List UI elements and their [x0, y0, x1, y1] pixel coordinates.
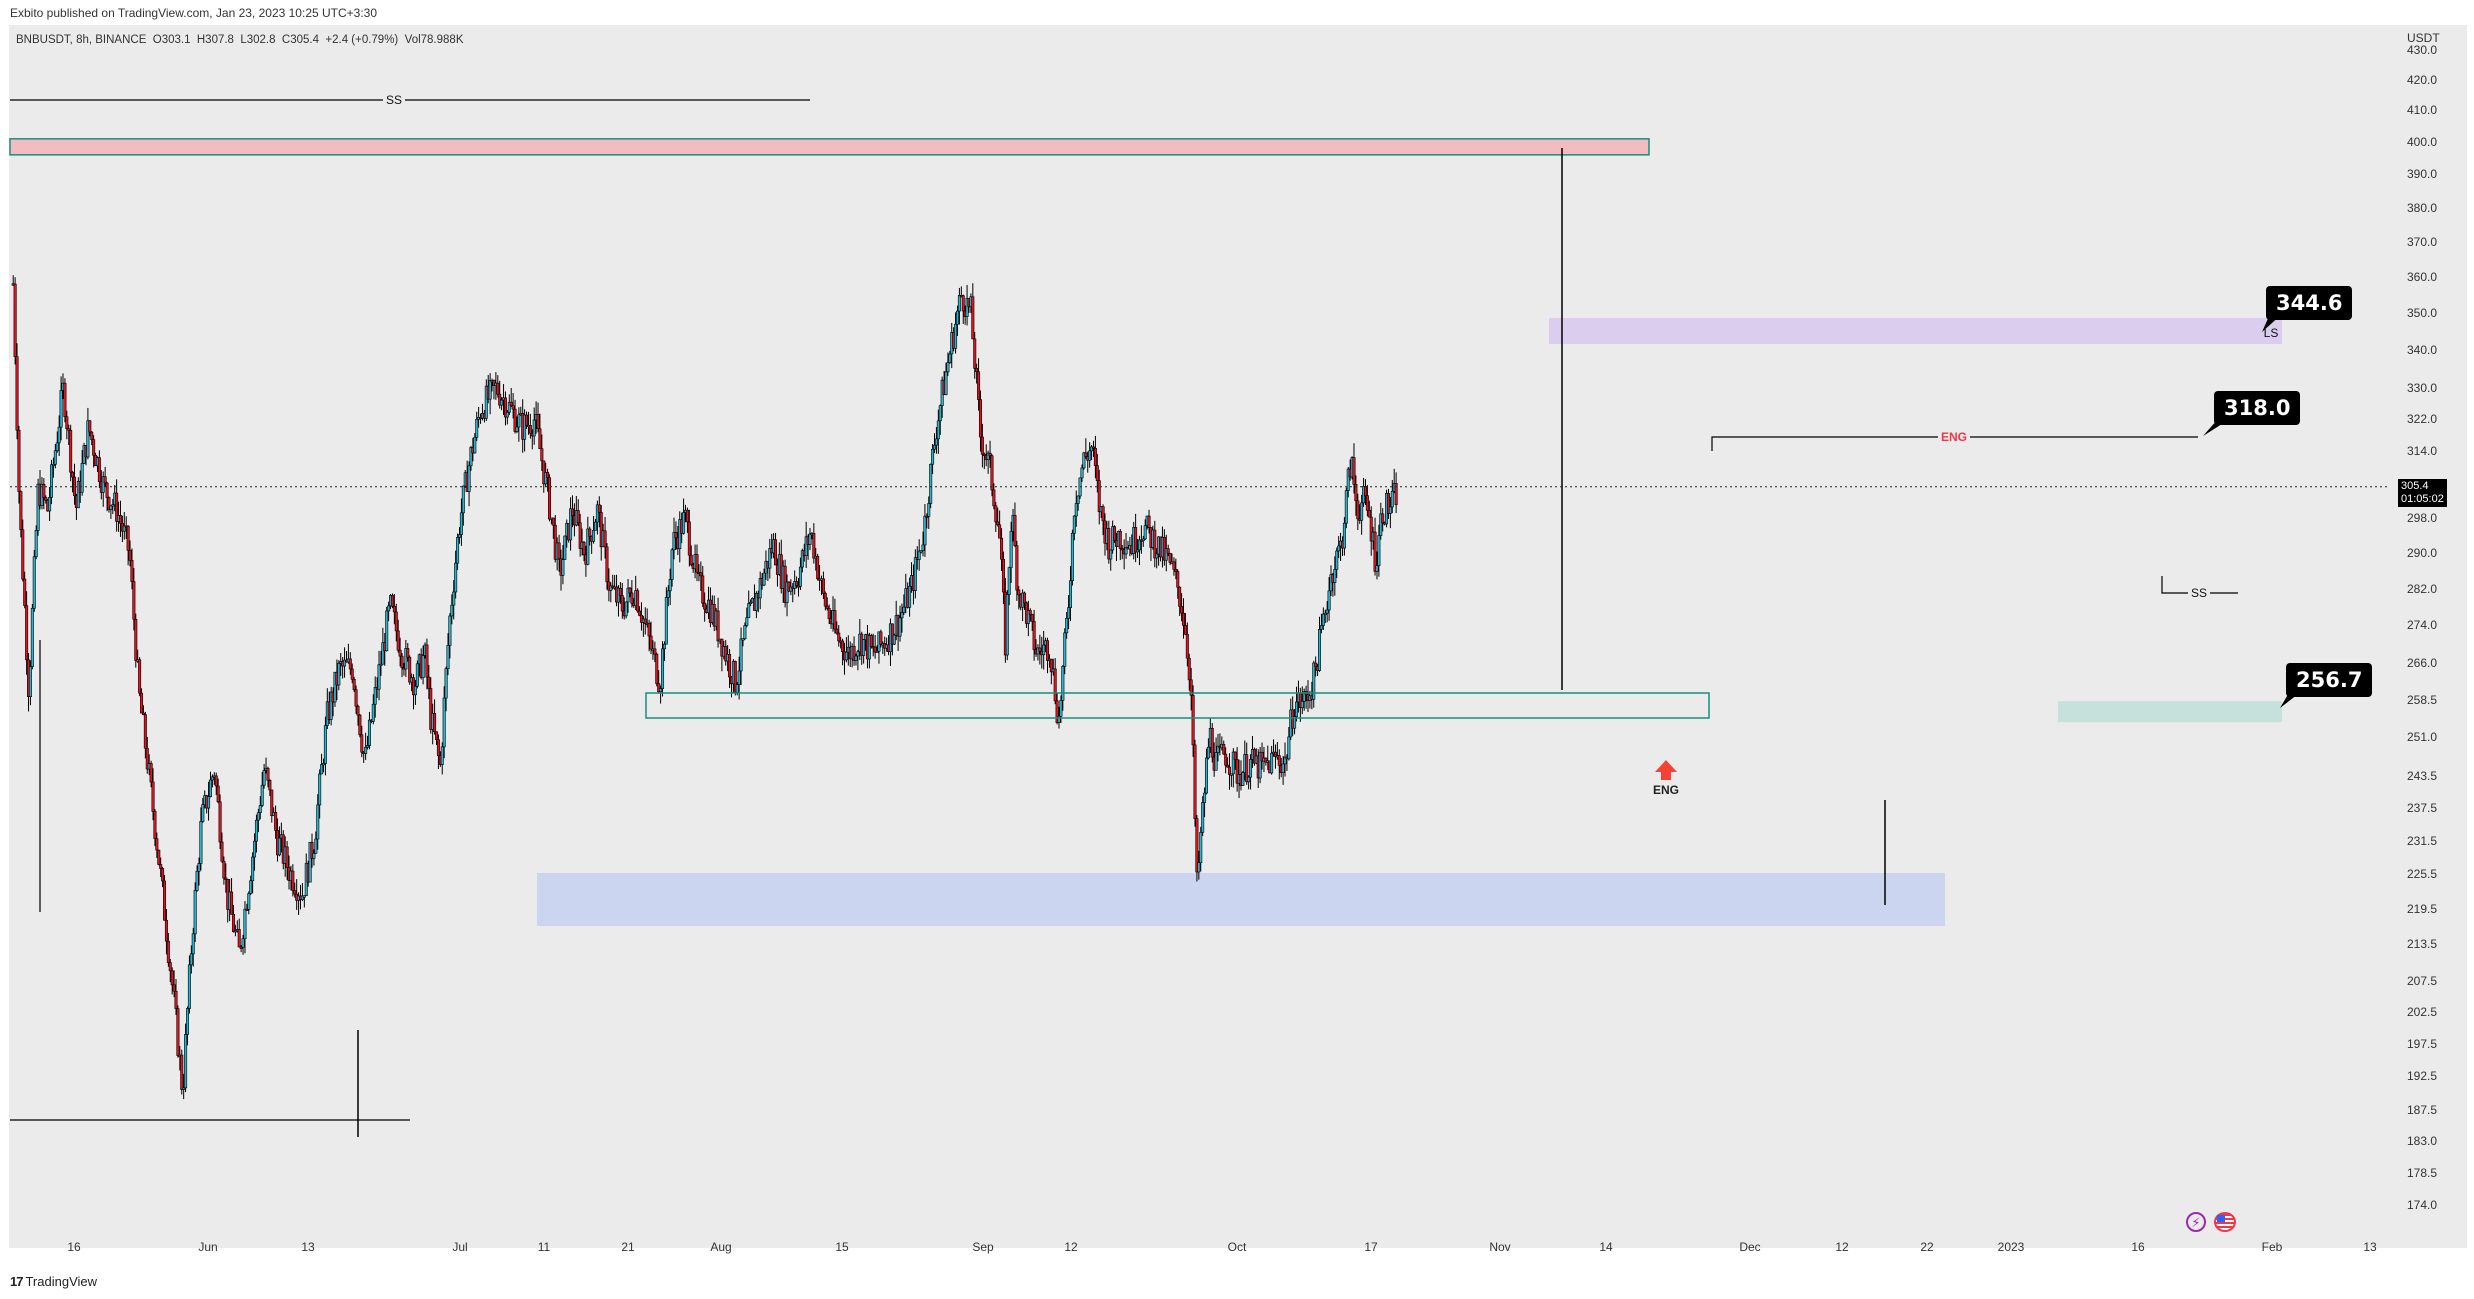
price-tick: 350.0 — [2407, 305, 2438, 320]
price-tick: 225.5 — [2407, 867, 2438, 882]
price-axis[interactable]: USDT 430.0 420.0 410.0 400.0 390.0 380.0 370.0… — [2389, 25, 2467, 1248]
last-price-badge: 305.4 01:05:02 — [2398, 478, 2447, 507]
price-tick: 360.0 — [2407, 269, 2438, 284]
callout-344: 344.6 — [2266, 286, 2353, 320]
price-tick: 410.0 — [2407, 103, 2438, 118]
price-tick: 400.0 — [2407, 135, 2438, 149]
range-box — [645, 692, 1710, 719]
price-tick: 420.0 — [2407, 72, 2438, 87]
publish-info: Exbito published on TradingView.com, Jan… — [10, 6, 378, 20]
time-tick: Jun — [198, 1240, 218, 1254]
price-tick: 298.0 — [2407, 511, 2438, 526]
price-tick: 219.5 — [2407, 901, 2438, 916]
ls-label: LS — [2263, 326, 2279, 340]
callout-256: 256.7 — [2286, 663, 2373, 697]
price-tick: 202.5 — [2407, 1004, 2438, 1019]
ss-label-right: SS — [2187, 586, 2211, 600]
price-tick: 183.0 — [2407, 1134, 2438, 1149]
time-tick: 15 — [835, 1240, 849, 1254]
callout-318: 318.0 — [2214, 391, 2301, 425]
price-tick: 207.5 — [2407, 973, 2438, 988]
price-tick: 274.0 — [2407, 618, 2438, 633]
price-tick: 314.0 — [2407, 444, 2438, 459]
symbol-legend: BNBUSDT, 8h, BINANCE O303.1 H307.8 L302.… — [16, 34, 464, 46]
last-price-value: 305.4 — [2401, 479, 2429, 492]
time-tick: 2023 — [1997, 1240, 2025, 1254]
axis-unit-label: USDT — [2407, 31, 2440, 45]
time-tick: 14 — [1599, 1240, 1613, 1254]
price-tick: 390.0 — [2407, 167, 2438, 182]
price-tick: 340.0 — [2407, 342, 2438, 357]
time-tick: Dec — [1739, 1240, 1761, 1254]
time-tick: 12 — [1835, 1240, 1849, 1254]
price-tick: 174.0 — [2407, 1198, 2438, 1213]
eng-label-arrow: ENG — [1652, 783, 1680, 797]
price-tick: 370.0 — [2407, 234, 2438, 249]
time-tick: Oct — [1227, 1240, 1247, 1254]
lightning-icon[interactable]: ⚡ — [2186, 1212, 2206, 1232]
time-tick: 21 — [621, 1240, 635, 1254]
time-tick: Feb — [2261, 1240, 2283, 1254]
tv-logo-text: TradingView — [25, 1274, 98, 1289]
price-tick: 251.0 — [2407, 730, 2438, 745]
price-tick: 192.5 — [2407, 1069, 2438, 1084]
zone-blue — [537, 873, 1945, 926]
zone-purple — [1549, 318, 2282, 345]
time-tick: 11 — [537, 1240, 551, 1254]
eng-label-line: ENG — [1937, 430, 1971, 444]
time-tick: 13 — [301, 1240, 315, 1254]
time-tick: 22 — [1920, 1240, 1934, 1254]
time-tick: 13 — [2363, 1240, 2377, 1254]
price-tick: 380.0 — [2407, 200, 2438, 215]
time-tick: 16 — [67, 1240, 81, 1254]
price-tick: 213.5 — [2407, 937, 2438, 952]
price-tick: 282.0 — [2407, 581, 2438, 596]
candles — [11, 275, 1398, 1100]
ss-line-right — [2161, 576, 2238, 594]
price-tick: 290.0 — [2407, 545, 2438, 560]
price-tick: 322.0 — [2407, 412, 2438, 427]
price-tick: 266.0 — [2407, 656, 2438, 671]
price-tick: 243.5 — [2407, 769, 2438, 784]
time-tick: Jul — [452, 1240, 468, 1254]
bar-countdown: 01:05:02 — [2401, 492, 2444, 505]
price-tick: 258.5 — [2407, 692, 2438, 707]
us-flag-events-icon[interactable] — [2214, 1212, 2236, 1232]
up-arrow-icon — [1655, 760, 1677, 780]
price-tick: 197.5 — [2407, 1036, 2438, 1051]
tradingview-logo[interactable]: 17 TradingView — [10, 1274, 97, 1289]
price-tick: 237.5 — [2407, 801, 2438, 815]
zone-green — [2058, 701, 2282, 723]
tv-logo-mark: 17 — [10, 1274, 24, 1289]
ss-label-top: SS — [382, 93, 406, 107]
time-tick: Aug — [710, 1240, 732, 1254]
price-tick: 187.5 — [2407, 1103, 2438, 1118]
time-tick: 16 — [2131, 1240, 2145, 1254]
time-tick: Sep — [972, 1240, 994, 1254]
zone-pink — [9, 138, 1650, 156]
price-tick: 430.0 — [2407, 42, 2438, 57]
price-tick: 231.5 — [2407, 833, 2438, 848]
time-tick: Nov — [1489, 1240, 1511, 1254]
price-tick: 330.0 — [2407, 380, 2438, 395]
chart-pane[interactable] — [9, 25, 2389, 1248]
price-tick: 178.5 — [2407, 1165, 2438, 1180]
time-tick: 12 — [1064, 1240, 1078, 1254]
time-tick: 17 — [1364, 1240, 1378, 1254]
eng-line — [1711, 436, 2198, 451]
